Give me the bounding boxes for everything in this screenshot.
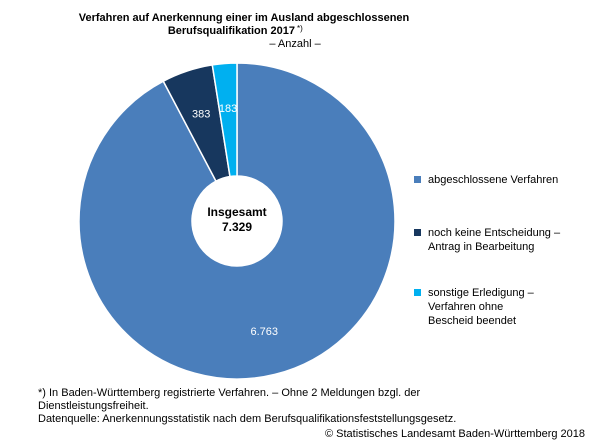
footnote: Dienstleistungsfreiheit. <box>38 400 149 412</box>
slice <box>211 62 238 178</box>
legend-item: noch keine Entscheidung – Antrag in Bear… <box>414 226 579 254</box>
legend-item: sonstige Erledigung – Verfahren ohne Bes… <box>414 286 579 328</box>
slice <box>78 62 396 380</box>
legend-swatch <box>414 176 421 183</box>
legend-swatch <box>414 229 421 236</box>
subtitle: – Anzahl – <box>269 38 321 50</box>
value-label: 183 <box>219 103 237 115</box>
source: Datenquelle: Anerkennungsstatistik nach … <box>38 413 457 425</box>
legend-label: abgeschlossene Verfahren <box>428 174 559 186</box>
copyright: © Statistisches Landesamt Baden-Württemb… <box>324 428 585 440</box>
chart-title: Verfahren auf Anerkennung einer im Ausla… <box>79 12 410 24</box>
legend-item: abgeschlossene Verfahren <box>414 173 579 187</box>
center-label: Insgesamt <box>207 205 266 219</box>
center-total: 7.329 <box>222 220 252 234</box>
legend-label: noch keine Entscheidung – Antrag in Bear… <box>428 227 561 253</box>
chart-title: Berufsqualifikation 2017 <box>168 25 295 37</box>
value-label: 383 <box>192 108 210 120</box>
legend-label: sonstige Erledigung – Verfahren ohne Bes… <box>428 287 534 327</box>
footnote: *) In Baden-Württemberg registrierte Ver… <box>38 387 421 399</box>
title-note: *) <box>297 24 303 33</box>
legend-swatch <box>414 289 421 296</box>
value-label: 6.763 <box>251 326 279 338</box>
